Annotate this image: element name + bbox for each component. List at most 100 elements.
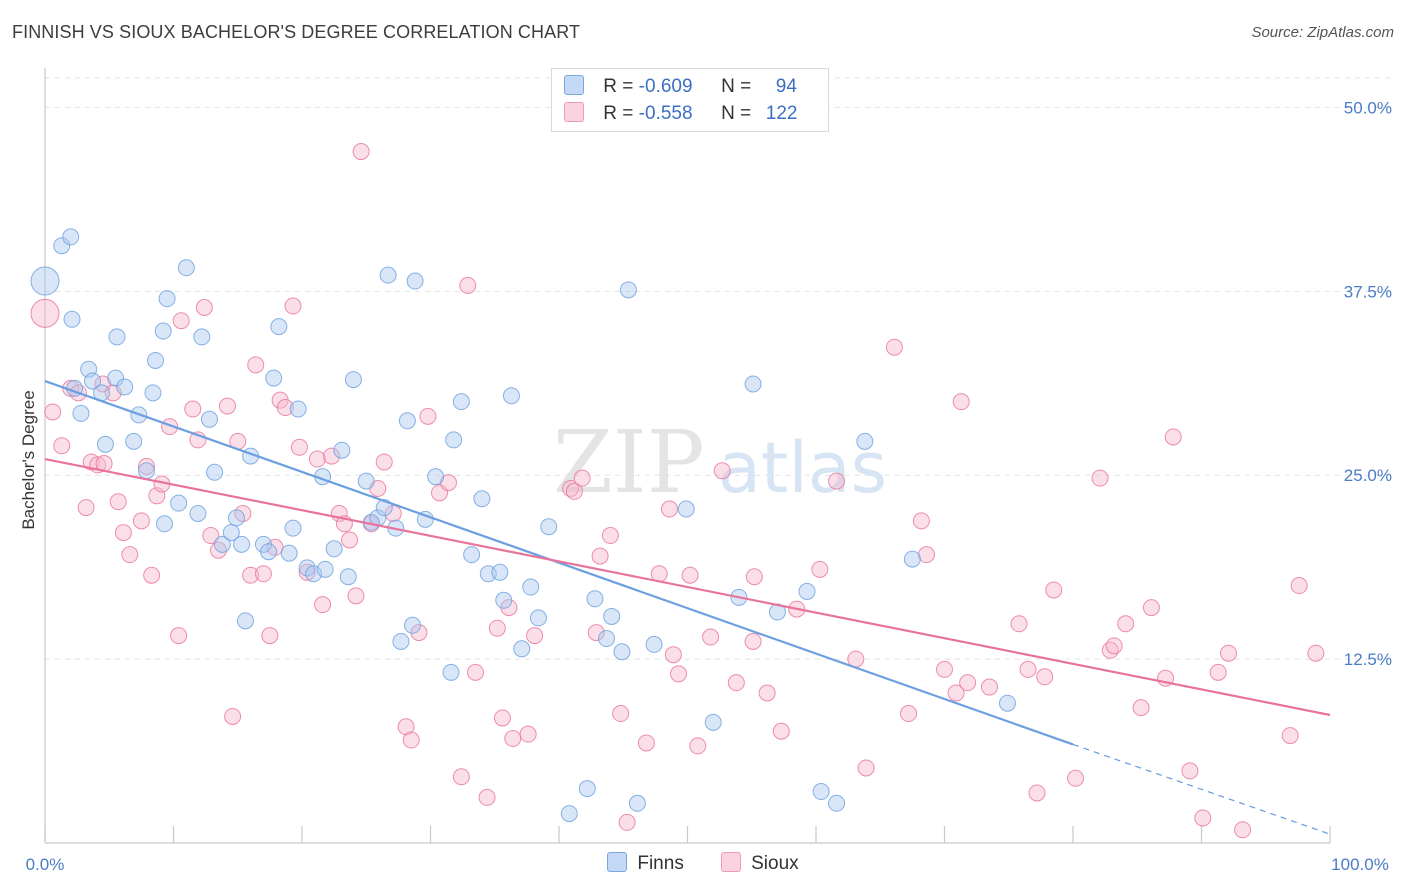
- point-sioux: [912, 512, 930, 530]
- point-sioux: [341, 531, 359, 549]
- legend-row-sioux: R = -0.558 N = 122: [564, 102, 797, 126]
- point-sioux: [1028, 784, 1046, 802]
- point-sioux: [519, 725, 537, 743]
- point-finns: [189, 504, 207, 522]
- point-sioux: [885, 338, 903, 356]
- point-sioux: [314, 596, 332, 614]
- point-finns: [170, 494, 188, 512]
- point-sioux: [1036, 668, 1054, 686]
- legend-row-finns: R = -0.609 N = 94: [564, 75, 797, 99]
- point-finns: [744, 375, 762, 393]
- point-sioux: [323, 447, 341, 465]
- point-finns: [560, 805, 578, 823]
- point-sioux: [138, 457, 156, 475]
- point-sioux: [77, 499, 95, 517]
- point-sioux: [109, 493, 127, 511]
- point-sioux: [308, 450, 326, 468]
- point-finns: [177, 259, 195, 277]
- point-sioux: [224, 707, 242, 725]
- point-finns: [603, 607, 621, 625]
- point-finns: [270, 318, 288, 336]
- series-finns: [30, 228, 1016, 823]
- point-finns: [344, 371, 362, 389]
- point-sioux: [565, 482, 583, 500]
- point-sioux: [1142, 599, 1160, 617]
- point-sioux: [143, 566, 161, 584]
- point-sioux: [493, 709, 511, 727]
- point-sioux: [466, 663, 484, 681]
- point-finns: [442, 663, 460, 681]
- y-tick-label: 37.5%: [1344, 282, 1392, 301]
- point-finns: [316, 560, 334, 578]
- point-sioux: [247, 356, 265, 374]
- point-sioux: [254, 565, 272, 583]
- y-tick-labels: 12.5% 25.0% 37.5% 50.0%: [1344, 98, 1392, 669]
- point-sioux: [744, 632, 762, 650]
- bottom-legend-swatch-finns: [607, 852, 628, 872]
- point-sioux: [261, 627, 279, 645]
- point-finns: [144, 384, 162, 402]
- point-sioux: [242, 566, 260, 584]
- legend-n-value-sioux: 122: [765, 103, 798, 124]
- point-sioux: [1132, 699, 1150, 717]
- point-finns: [236, 612, 254, 630]
- point-finns: [298, 559, 316, 577]
- point-finns: [463, 546, 481, 564]
- point-finns: [578, 780, 596, 798]
- y-tick-label: 25.0%: [1344, 466, 1392, 485]
- x-tick-label: 0.0%: [26, 855, 65, 874]
- point-sioux: [1307, 644, 1325, 662]
- point-finns: [158, 290, 176, 308]
- watermark-atlas: atlas: [718, 427, 887, 509]
- legend-n-label: N =: [721, 103, 752, 124]
- point-sioux: [670, 665, 688, 683]
- trend-line-finns-extension: [1072, 743, 1331, 835]
- point-finns: [265, 369, 283, 387]
- point-finns: [325, 540, 343, 558]
- bottom-legend-label-finns: Finns: [637, 853, 684, 874]
- legend-swatch-sioux: [564, 102, 584, 122]
- point-sioux: [184, 400, 202, 418]
- point-sioux: [1105, 637, 1123, 655]
- point-finns: [513, 640, 531, 658]
- point-sioux: [452, 768, 470, 786]
- point-finns: [798, 582, 816, 600]
- legend-swatch-finns: [564, 75, 584, 95]
- point-sioux: [384, 504, 402, 522]
- point-finns: [404, 616, 422, 634]
- bottom-legend-label-sioux: Sioux: [751, 853, 799, 874]
- point-sioux: [284, 297, 302, 315]
- point-finns: [613, 643, 631, 661]
- point-sioux: [53, 437, 71, 455]
- point-finns: [200, 410, 218, 428]
- point-sioux: [681, 566, 699, 584]
- point-sioux: [1117, 615, 1135, 633]
- point-finns: [445, 431, 463, 449]
- point-sioux: [601, 527, 619, 545]
- point-sioux: [170, 627, 188, 645]
- point-finns: [645, 635, 663, 653]
- point-finns: [260, 543, 278, 561]
- point-sioux: [1181, 762, 1199, 780]
- point-finns: [147, 351, 165, 369]
- point-sioux: [1281, 727, 1299, 745]
- point-finns: [495, 591, 513, 609]
- point-sioux: [758, 684, 776, 702]
- point-finns: [379, 266, 397, 284]
- point-sioux: [1091, 469, 1109, 487]
- point-sioux: [1010, 615, 1028, 633]
- point-sioux: [459, 276, 477, 294]
- source-label: Source: ZipAtlas.com: [1251, 24, 1394, 41]
- point-sioux: [478, 788, 496, 806]
- point-sioux: [276, 399, 294, 417]
- y-tick-label: 50.0%: [1344, 98, 1392, 117]
- point-finns: [213, 535, 231, 553]
- point-sioux: [664, 646, 682, 664]
- point-finns: [619, 281, 637, 299]
- point-sioux: [488, 619, 506, 637]
- x-tick-label: 100.0%: [1331, 855, 1389, 874]
- x-tick-labels: 0.0% 100.0%: [26, 855, 1389, 874]
- point-sioux: [947, 684, 965, 702]
- point-sioux: [419, 407, 437, 425]
- point-sioux: [772, 722, 790, 740]
